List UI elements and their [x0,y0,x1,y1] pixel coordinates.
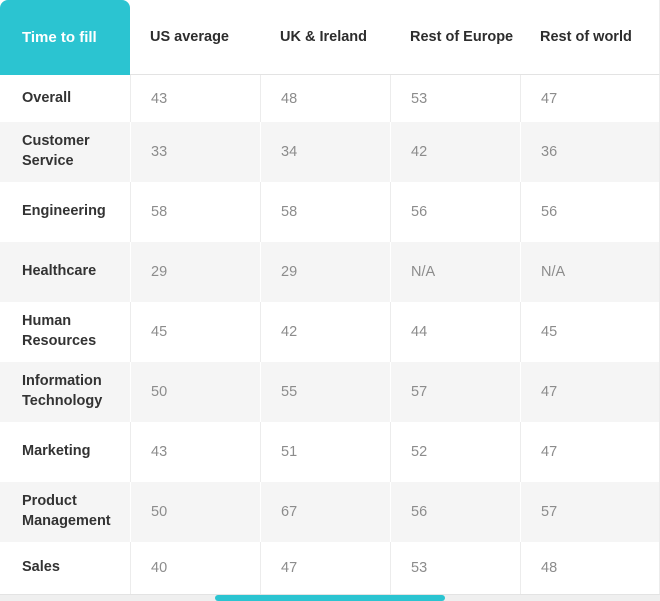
value-cell: 57 [520,482,660,542]
row-label: Information Technology [0,362,130,422]
value-cell: 29 [260,242,390,302]
value-cell: 45 [520,302,660,362]
value-cell: 58 [130,182,260,242]
row-label: Human Resources [0,302,130,362]
column-header-rest-of-europe: Rest of Europe [390,0,520,75]
row-label: Sales [0,542,130,594]
value-cell: 29 [130,242,260,302]
table-row: Healthcare 29 29 N/A N/A [0,242,660,302]
table-row: Engineering 58 58 56 56 [0,182,660,242]
value-cell: 48 [260,75,390,122]
table-row: Sales 40 47 53 48 [0,542,660,595]
corner-header-cell: Time to fill [0,0,130,75]
value-cell: 57 [390,362,520,422]
value-cell: N/A [390,242,520,302]
value-cell: 33 [130,122,260,182]
value-cell: 47 [520,75,660,122]
value-cell: 36 [520,122,660,182]
value-cell: 55 [260,362,390,422]
value-cell: 52 [390,422,520,482]
value-cell: 56 [390,182,520,242]
value-cell: 47 [260,542,390,594]
value-cell: 34 [260,122,390,182]
table-row: Product Management 50 67 56 57 [0,482,660,542]
table-row: Overall 43 48 53 47 [0,75,660,122]
value-cell: 43 [130,422,260,482]
value-cell: 56 [390,482,520,542]
value-cell: 47 [520,422,660,482]
value-cell: 47 [520,362,660,422]
row-label: Overall [0,75,130,122]
value-cell: 53 [390,75,520,122]
value-cell: 40 [130,542,260,594]
table-row: Information Technology 50 55 57 47 [0,362,660,422]
column-header-uk-ireland: UK & Ireland [260,0,390,75]
table-row: Customer Service 33 34 42 36 [0,122,660,182]
row-label: Healthcare [0,242,130,302]
column-header-us-average: US average [130,0,260,75]
value-cell: 48 [520,542,660,594]
value-cell: 43 [130,75,260,122]
column-header-rest-of-world: Rest of world [520,0,660,75]
value-cell: 45 [130,302,260,362]
value-cell: 44 [390,302,520,362]
value-cell: 53 [390,542,520,594]
table-row: Marketing 43 51 52 47 [0,422,660,482]
value-cell: 50 [130,482,260,542]
value-cell: 51 [260,422,390,482]
value-cell: 56 [520,182,660,242]
value-cell: 50 [130,362,260,422]
value-cell: 42 [260,302,390,362]
row-label: Marketing [0,422,130,482]
value-cell: 42 [390,122,520,182]
horizontal-scrollbar-thumb[interactable] [215,595,445,601]
value-cell: 58 [260,182,390,242]
table-row: Human Resources 45 42 44 45 [0,302,660,362]
table-body: Overall 43 48 53 47 Customer Service 33 34 42 36 E… [0,75,660,595]
value-cell: 67 [260,482,390,542]
table-header-row: Time to fill US average UK & Ireland Res… [0,0,660,75]
value-cell: N/A [520,242,660,302]
row-label: Engineering [0,182,130,242]
row-label: Customer Service [0,122,130,182]
row-label: Product Management [0,482,130,542]
